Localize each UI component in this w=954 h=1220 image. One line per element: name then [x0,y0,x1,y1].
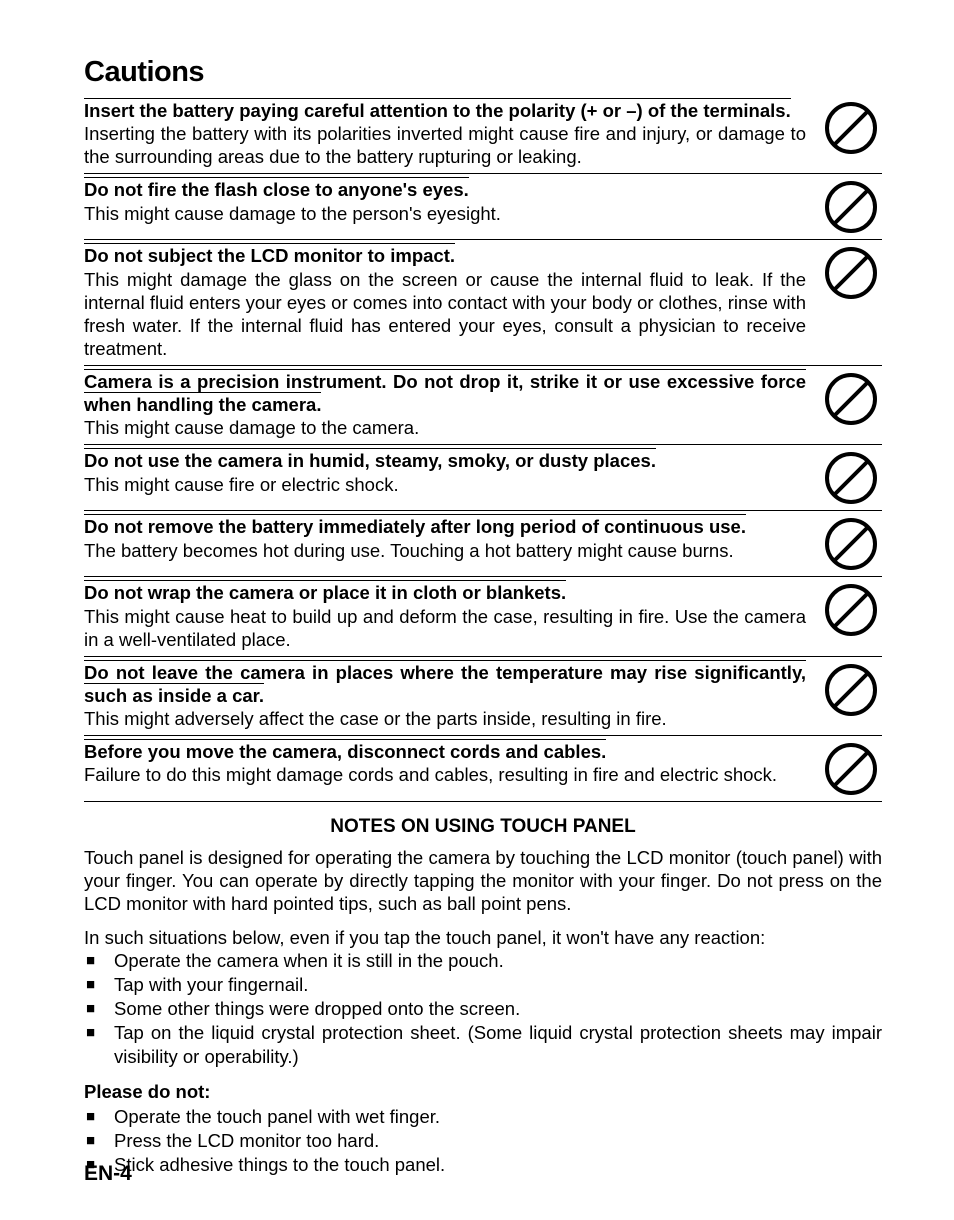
page-footer: EN-4 [84,1162,132,1186]
list-item: Tap on the liquid crystal protection she… [84,1021,882,1069]
caution-row: Do not use the camera in humid, steamy, … [84,449,882,511]
list-item: Some other things were dropped onto the … [84,997,882,1021]
caution-text: Camera is a precision instrument. Do not… [84,370,820,439]
caution-text: Before you move the camera, disconnect c… [84,740,820,786]
notes-heading: NOTES ON USING TOUCH PANEL [84,816,882,838]
prohibit-icon [820,244,882,300]
caution-text: Insert the battery paying careful attent… [84,99,820,168]
caution-plain: The battery becomes hot during use. Touc… [84,540,734,561]
bullet-list-2: Operate the touch panel with wet finger.… [84,1105,882,1177]
caution-bold: Before you move the camera, disconnect c… [84,739,606,762]
caution-text: Do not fire the flash close to anyone's … [84,178,820,224]
list2-title: Please do not: [84,1081,882,1103]
prohibit-icon [820,178,882,234]
caution-plain: This might cause damage to the camera. [84,417,419,438]
caution-text: Do not subject the LCD monitor to impact… [84,244,820,360]
list1-intro: In such situations below, even if you ta… [84,926,882,949]
caution-text: Do not use the camera in humid, steamy, … [84,449,820,495]
caution-bold: Do not leave the camera in places where … [84,660,806,706]
caution-bold: Do not use the camera in humid, steamy, … [84,448,656,471]
page-title: Cautions [84,56,882,89]
caution-plain: This might cause fire or electric shock. [84,474,399,495]
caution-bold: Do not fire the flash close to anyone's … [84,177,469,200]
caution-row: Insert the battery paying careful attent… [84,99,882,174]
list-item: Stick adhesive things to the touch panel… [84,1153,882,1177]
list-item: Press the LCD monitor too hard. [84,1129,882,1153]
caution-bold: Camera is a precision instrument. Do not… [84,369,806,415]
caution-bold: Do not remove the battery immediately af… [84,514,746,537]
list-item: Operate the camera when it is still in t… [84,949,882,973]
prohibit-icon [820,581,882,637]
caution-text: Do not leave the camera in places where … [84,661,820,730]
caution-plain: This might cause damage to the person's … [84,203,501,224]
caution-plain: This might damage the glass on the scree… [84,269,806,359]
prohibit-icon [820,449,882,505]
bullet-list-1: Operate the camera when it is still in t… [84,949,882,1069]
caution-row: Before you move the camera, disconnect c… [84,740,882,802]
prohibit-icon [820,740,882,796]
caution-plain: Failure to do this might damage cords an… [84,764,777,785]
caution-plain: This might adversely affect the case or … [84,708,667,729]
caution-row: Camera is a precision instrument. Do not… [84,370,882,445]
caution-bold: Do not wrap the camera or place it in cl… [84,580,566,603]
caution-row: Do not remove the battery immediately af… [84,515,882,577]
notes-intro: Touch panel is designed for operating th… [84,846,882,915]
caution-bold: Do not subject the LCD monitor to impact… [84,243,455,266]
list-item: Tap with your fingernail. [84,973,882,997]
caution-plain: Inserting the battery with its polaritie… [84,123,806,167]
caution-text: Do not wrap the camera or place it in cl… [84,581,820,650]
list-item: Operate the touch panel with wet finger. [84,1105,882,1129]
caution-row: Do not leave the camera in places where … [84,661,882,736]
caution-row: Do not wrap the camera or place it in cl… [84,581,882,656]
caution-row: Do not fire the flash close to anyone's … [84,178,882,240]
caution-row: Do not subject the LCD monitor to impact… [84,244,882,366]
prohibit-icon [820,515,882,571]
prohibit-icon [820,370,882,426]
prohibit-icon [820,661,882,717]
caution-text: Do not remove the battery immediately af… [84,515,820,561]
prohibit-icon [820,99,882,155]
caution-bold: Insert the battery paying careful attent… [84,98,791,121]
caution-plain: This might cause heat to build up and de… [84,606,806,650]
